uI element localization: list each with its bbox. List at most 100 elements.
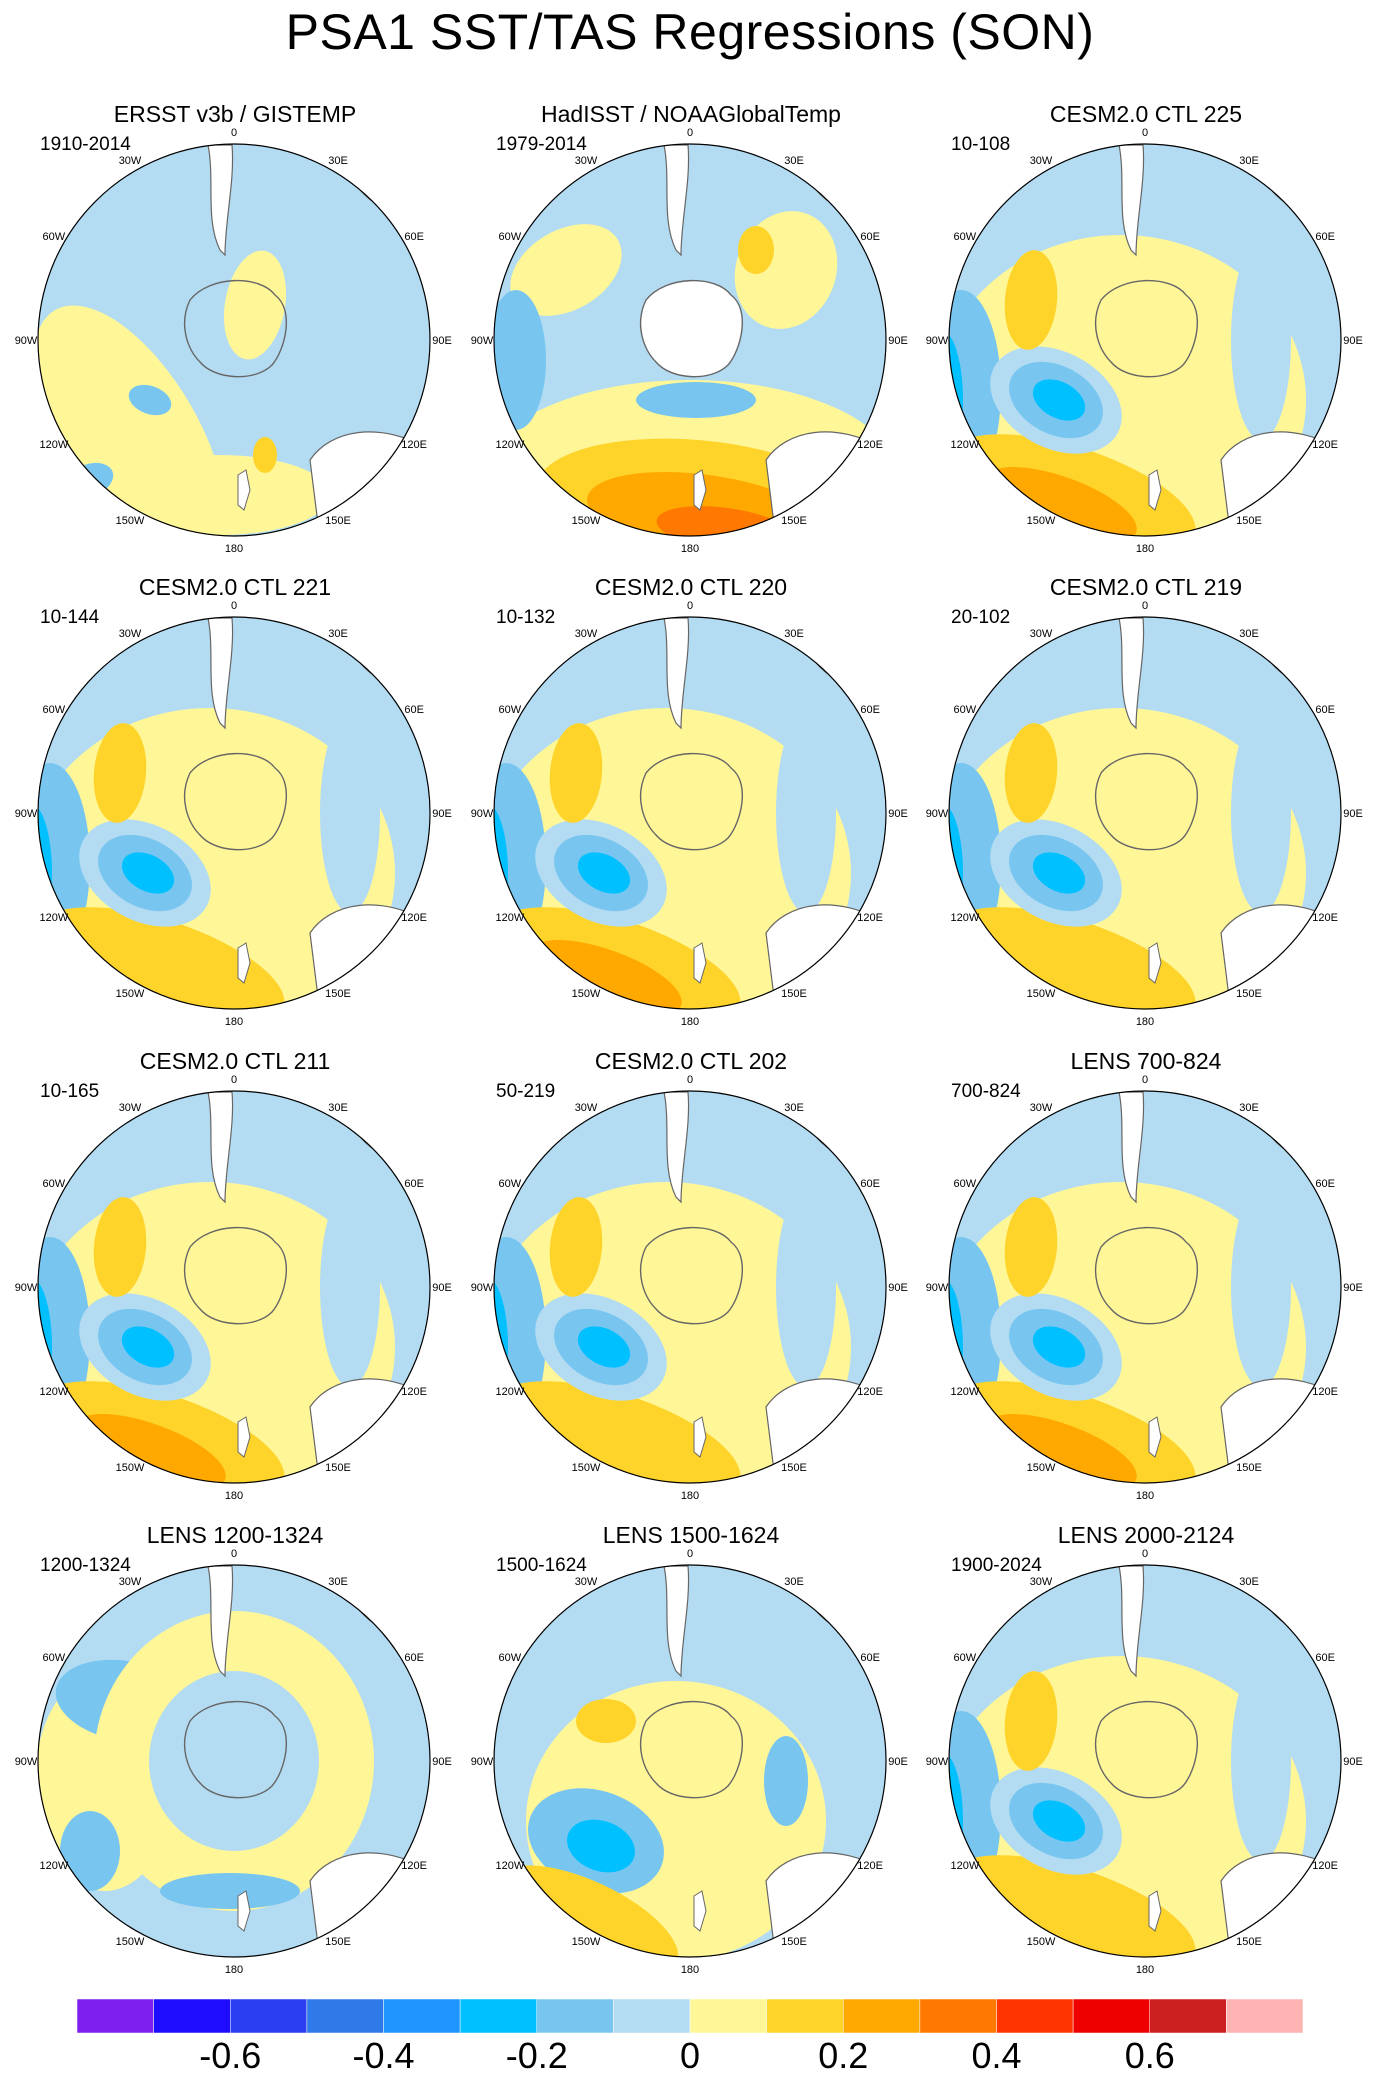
- longitude-label: 120E: [1312, 912, 1338, 924]
- longitude-label: 120W: [950, 1386, 979, 1398]
- longitude-label: 30E: [328, 628, 348, 640]
- polar-map: 0 30E 60E 90E 120E 150E 180 150W 120W 90W 60W 30W: [15, 600, 452, 1028]
- new-zealand-coastline: [237, 1416, 251, 1458]
- panel-title: CESM2.0 CTL 219: [1049, 574, 1243, 600]
- longitude-label: 60W: [954, 1178, 977, 1190]
- longitude-label: 180: [225, 1016, 243, 1028]
- colorbar-swatch: [919, 1999, 997, 2033]
- longitude-label: 150E: [325, 988, 351, 1000]
- longitude-label: 30W: [575, 628, 598, 640]
- longitude-label: 30W: [1030, 1102, 1053, 1114]
- longitude-label: 120E: [857, 912, 883, 924]
- negative-anomaly: [1032, 852, 1086, 894]
- map-panel: 0 30E 60E 90E 120E 150E 180 150W 120W 90W 60W 30W LE…: [921, 1521, 1371, 1991]
- negative-anomaly: [1231, 240, 1291, 440]
- panel-period: 700-824: [951, 1081, 1021, 1102]
- longitude-label: 120E: [1312, 439, 1338, 451]
- longitude-label: 180: [681, 1964, 699, 1976]
- longitude-label: 180: [1136, 1964, 1154, 1976]
- longitude-label: 90W: [471, 1282, 494, 1294]
- panel-title: CESM2.0 CTL 221: [138, 574, 332, 600]
- map-boundary: [37, 616, 431, 1010]
- south-america-coastline: [663, 1565, 690, 1678]
- south-america-coastline: [663, 1091, 690, 1204]
- longitude-label: 60W: [499, 231, 522, 243]
- longitude-label: 150E: [781, 1936, 807, 1948]
- panel-period: 1910-2014: [40, 134, 131, 155]
- longitude-label: 30W: [1030, 1576, 1053, 1588]
- longitude-label: 60W: [499, 704, 522, 716]
- longitude-label: 30E: [784, 1102, 804, 1114]
- positive-anomaly: [738, 226, 774, 274]
- longitude-label: 60W: [43, 1652, 66, 1664]
- positive-anomaly: [985, 1888, 1137, 1957]
- panel-period: 1979-2014: [496, 134, 587, 155]
- south-america-coastline: [1118, 1565, 1145, 1678]
- map-panel: 0 30E 60E 90E 120E 150E 180 150W 120W 90W 60W 30W LE…: [466, 1521, 916, 1991]
- longitude-label: 60W: [43, 1178, 66, 1190]
- new-zealand-coastline: [237, 942, 251, 984]
- colorbar-label: -0.6: [199, 2035, 262, 2076]
- panel-title: LENS 1500-1624: [602, 1522, 780, 1548]
- longitude-label: 120W: [495, 912, 524, 924]
- new-zealand-coastline: [693, 942, 707, 984]
- longitude-label: 90E: [1343, 1282, 1363, 1294]
- longitude-label: 120E: [401, 1860, 427, 1872]
- longitude-label: 0: [231, 1548, 237, 1560]
- negative-anomaly: [1231, 1661, 1291, 1861]
- polar-map: 0 30E 60E 90E 120E 150E 180 150W 120W 90W 60W 30W: [15, 1074, 452, 1502]
- longitude-label: 0: [687, 1548, 693, 1560]
- colorbar-swatch: [1072, 1999, 1150, 2033]
- new-zealand-coastline: [693, 1890, 707, 1932]
- longitude-label: 120W: [495, 439, 524, 451]
- positive-anomaly: [549, 1197, 603, 1297]
- new-zealand-coastline: [237, 1890, 251, 1932]
- map-boundary: [948, 143, 1342, 537]
- antarctica-coastline: [183, 279, 288, 378]
- colorbar-swatch: [536, 1999, 614, 2033]
- longitude-label: 150W: [116, 1462, 145, 1474]
- antarctica-coastline: [639, 1700, 744, 1799]
- longitude-label: 0: [1142, 600, 1148, 612]
- colorbar-swatch: [689, 1999, 767, 2033]
- longitude-label: 150W: [116, 1936, 145, 1948]
- longitude-label: 150E: [325, 1462, 351, 1474]
- south-america-coastline: [1118, 144, 1145, 257]
- longitude-label: 0: [687, 600, 693, 612]
- longitude-label: 0: [687, 127, 693, 139]
- longitude-label: 60W: [954, 231, 977, 243]
- longitude-label: 150E: [781, 988, 807, 1000]
- longitude-label: 180: [681, 1490, 699, 1502]
- negative-anomaly: [128, 384, 172, 416]
- colorbar-swatch: [996, 1999, 1074, 2033]
- colorbar-label: 0: [679, 2035, 701, 2076]
- polar-map: 0 30E 60E 90E 120E 150E 180 150W 120W 90W 60W 30W: [926, 600, 1363, 1028]
- longitude-label: 90E: [888, 335, 908, 347]
- polar-map: 0 30E 60E 90E 120E 150E 180 150W 120W 90W 60W 30W: [471, 1548, 908, 1976]
- longitude-label: 90W: [15, 1756, 38, 1768]
- panel-period: 10-144: [40, 607, 100, 628]
- positive-anomaly: [656, 506, 796, 536]
- longitude-label: 90W: [471, 335, 494, 347]
- longitude-label: 150E: [1236, 515, 1262, 527]
- negative-anomaly: [60, 1811, 120, 1891]
- longitude-label: 90E: [432, 1756, 452, 1768]
- longitude-label: 90E: [1343, 808, 1363, 820]
- longitude-label: 90E: [888, 1282, 908, 1294]
- new-zealand-coastline: [1148, 1416, 1162, 1458]
- longitude-label: 150E: [1236, 1936, 1262, 1948]
- panel-title: CESM2.0 CTL 220: [594, 574, 788, 600]
- positive-anomaly: [530, 1414, 682, 1483]
- longitude-label: 120W: [39, 1860, 68, 1872]
- negative-anomaly: [776, 713, 836, 913]
- longitude-label: 120W: [950, 912, 979, 924]
- longitude-label: 120W: [950, 1860, 979, 1872]
- longitude-label: 60E: [404, 231, 424, 243]
- longitude-label: 30E: [328, 1102, 348, 1114]
- longitude-label: 180: [225, 543, 243, 555]
- negative-anomaly: [764, 1736, 808, 1826]
- positive-anomaly: [74, 940, 226, 1009]
- negative-anomaly: [121, 1326, 175, 1368]
- longitude-label: 150W: [572, 515, 601, 527]
- positive-anomaly: [1004, 1671, 1058, 1771]
